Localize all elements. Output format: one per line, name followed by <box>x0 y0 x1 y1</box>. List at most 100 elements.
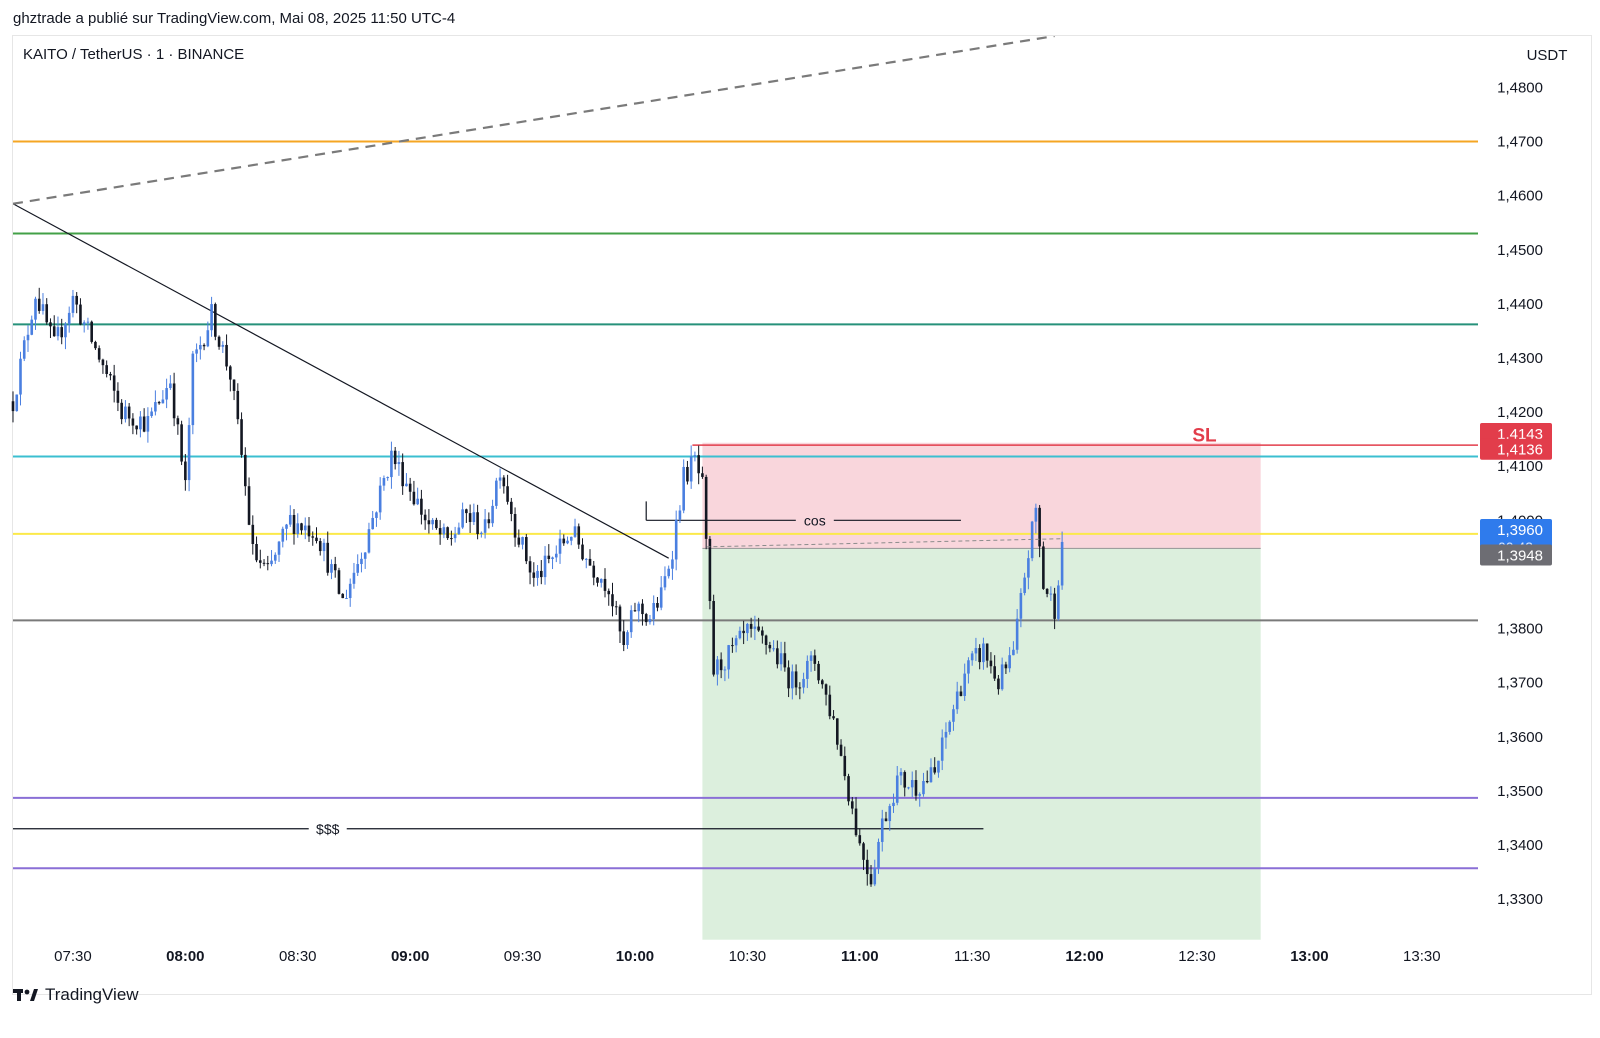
candle-body[interactable] <box>37 298 41 311</box>
sl-label[interactable]: SL <box>1192 425 1217 446</box>
candle-body[interactable] <box>607 590 611 595</box>
candle-body[interactable] <box>925 781 929 783</box>
candle-body[interactable] <box>273 554 277 561</box>
candle-body[interactable] <box>337 570 341 594</box>
candle-body[interactable] <box>397 462 401 465</box>
candle-body[interactable] <box>566 540 569 544</box>
candle-body[interactable] <box>659 587 663 608</box>
candle-body[interactable] <box>922 781 925 795</box>
candle-body[interactable] <box>165 388 168 400</box>
candle-body[interactable] <box>525 537 528 562</box>
candle-body[interactable] <box>806 660 809 679</box>
candle-body[interactable] <box>161 399 165 404</box>
candle-body[interactable] <box>255 544 258 561</box>
candle-body[interactable] <box>746 623 749 634</box>
candle-body[interactable] <box>865 859 869 875</box>
candle-body[interactable] <box>569 536 573 541</box>
candle-body[interactable] <box>420 498 423 515</box>
candle-body[interactable] <box>435 519 438 529</box>
candle-body[interactable] <box>101 359 105 366</box>
candle-body[interactable] <box>944 731 948 738</box>
candle-body[interactable] <box>176 418 180 425</box>
candle-body[interactable] <box>547 555 551 560</box>
candle-body[interactable] <box>142 416 146 432</box>
candle-body[interactable] <box>229 366 232 380</box>
candle-body[interactable] <box>1049 593 1053 595</box>
candle-body[interactable] <box>307 525 311 537</box>
candle-body[interactable] <box>674 519 678 560</box>
trendline-dashed[interactable] <box>13 36 1055 205</box>
candle-body[interactable] <box>832 716 835 719</box>
candle-body[interactable] <box>772 648 775 650</box>
price-badge[interactable] <box>1480 544 1552 566</box>
candle-body[interactable] <box>704 476 708 539</box>
candle-body[interactable] <box>427 520 431 525</box>
candle-body[interactable] <box>446 527 449 539</box>
candle-body[interactable] <box>749 623 753 629</box>
candle-body[interactable] <box>551 557 554 560</box>
candle-body[interactable] <box>232 379 236 391</box>
candle-body[interactable] <box>184 461 187 481</box>
candle-body[interactable] <box>22 340 26 359</box>
candle-body[interactable] <box>356 564 360 573</box>
candle-body[interactable] <box>543 555 547 578</box>
candle-body[interactable] <box>528 561 532 573</box>
candle-body[interactable] <box>798 687 802 689</box>
candle-body[interactable] <box>483 519 487 533</box>
candle-body[interactable] <box>19 358 22 395</box>
candle-body[interactable] <box>438 528 442 535</box>
candle-body[interactable] <box>206 330 210 347</box>
candle-body[interactable] <box>412 491 416 505</box>
candle-body[interactable] <box>34 298 37 320</box>
candle-body[interactable] <box>303 525 307 531</box>
candle-body[interactable] <box>408 483 412 492</box>
candle-body[interactable] <box>821 680 824 685</box>
candle-body[interactable] <box>1027 558 1030 578</box>
candle-body[interactable] <box>633 610 637 612</box>
candle-body[interactable] <box>326 542 330 573</box>
candle-body[interactable] <box>532 572 536 578</box>
candle-body[interactable] <box>423 514 427 521</box>
candle-body[interactable] <box>375 512 378 518</box>
candle-body[interactable] <box>637 603 641 612</box>
candle-body[interactable] <box>390 450 393 478</box>
candle-body[interactable] <box>791 671 794 689</box>
candle-body[interactable] <box>345 598 348 600</box>
candle-body[interactable] <box>64 324 67 338</box>
candle-body[interactable] <box>71 295 75 313</box>
candle-body[interactable] <box>495 480 498 506</box>
candle-body[interactable] <box>450 538 453 540</box>
candle-body[interactable] <box>708 538 712 602</box>
candle-body[interactable] <box>127 406 131 419</box>
candle-body[interactable] <box>731 645 734 647</box>
candle-body[interactable] <box>937 760 940 773</box>
candle-body[interactable] <box>221 344 225 347</box>
candle-body[interactable] <box>1015 618 1019 650</box>
candle-body[interactable] <box>90 321 93 342</box>
candle-body[interactable] <box>378 485 382 513</box>
candle-body[interactable] <box>348 583 352 599</box>
candle-body[interactable] <box>367 529 371 553</box>
candle-body[interactable] <box>835 718 839 745</box>
candle-body[interactable] <box>277 541 281 555</box>
candle-body[interactable] <box>940 737 944 761</box>
candle-body[interactable] <box>116 390 120 403</box>
candle-body[interactable] <box>686 466 689 482</box>
candle-body[interactable] <box>858 835 862 844</box>
candle-body[interactable] <box>727 645 730 670</box>
candle-body[interactable] <box>60 327 64 338</box>
candle-body[interactable] <box>258 560 262 563</box>
candle-body[interactable] <box>761 630 764 636</box>
candle-body[interactable] <box>592 565 596 578</box>
candle-body[interactable] <box>596 577 599 583</box>
candle-body[interactable] <box>626 632 629 646</box>
candle-body[interactable] <box>716 659 719 675</box>
candle-body[interactable] <box>296 523 300 534</box>
candle-body[interactable] <box>693 455 697 457</box>
candle-body[interactable] <box>472 512 476 523</box>
candle-body[interactable] <box>506 486 509 502</box>
candle-body[interactable] <box>603 578 607 591</box>
candle-body[interactable] <box>266 563 270 565</box>
candle-body[interactable] <box>487 519 491 524</box>
candle-body[interactable] <box>214 304 217 337</box>
